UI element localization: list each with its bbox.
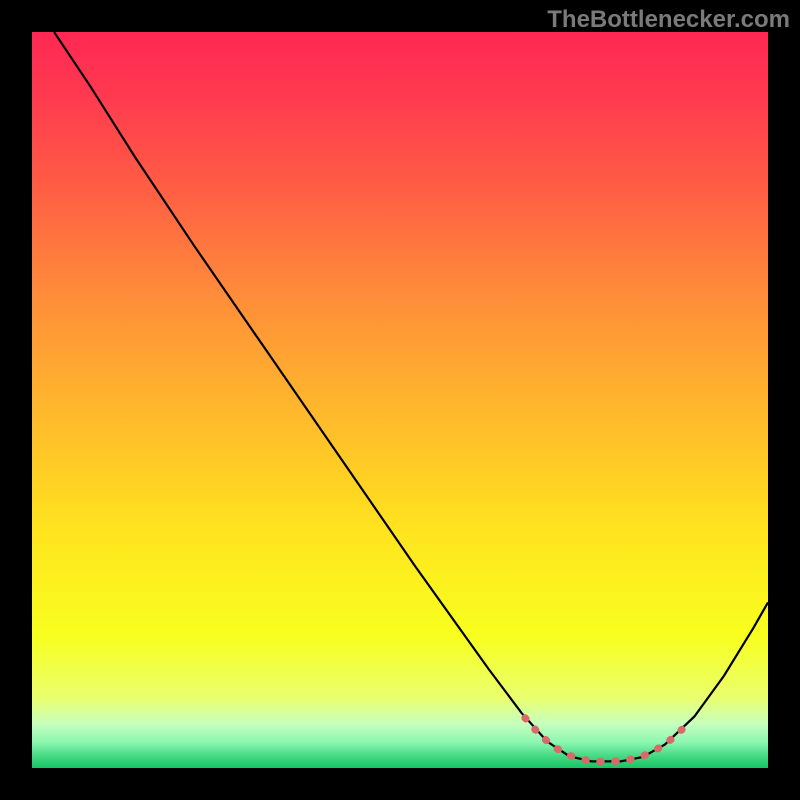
chart-frame: TheBottlenecker.com <box>0 0 800 800</box>
bottleneck-chart <box>32 32 768 768</box>
gradient-background <box>32 32 768 768</box>
watermark-text: TheBottlenecker.com <box>547 6 790 34</box>
